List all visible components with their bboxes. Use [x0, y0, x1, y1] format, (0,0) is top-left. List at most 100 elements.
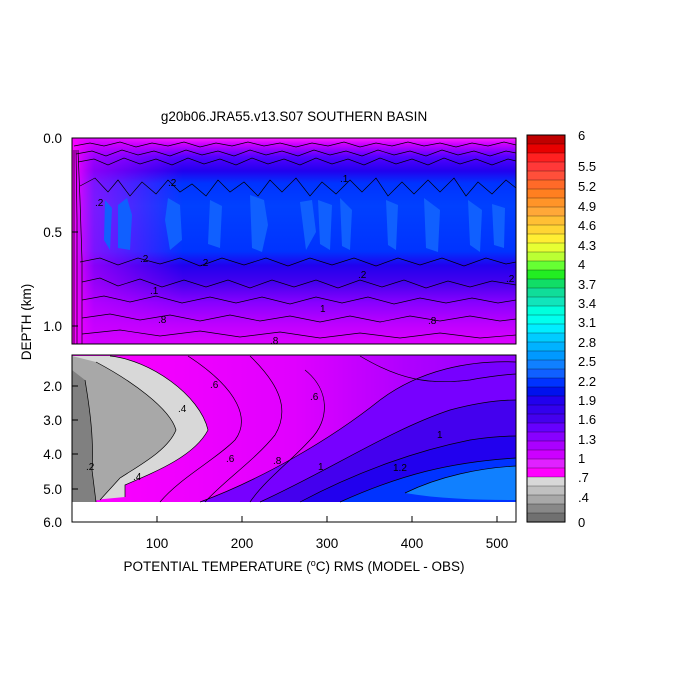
contour-label: 1	[437, 430, 443, 441]
lower-contour-labels: .6 .6 .4 .4 .2 .6 .8 1 1 1.2	[86, 380, 443, 483]
y-tick-label: 0.0	[43, 131, 62, 146]
y-axis-upper: 0.0 0.5 1.0	[43, 131, 78, 334]
colorbar-swatch	[526, 350, 566, 361]
contour-label: .6	[210, 380, 219, 391]
lower-contour-lines	[84, 355, 517, 503]
colorbar-label: 4.9	[578, 199, 596, 214]
x-axis: 100 200 300 400 500	[146, 516, 509, 551]
colorbar-swatch	[526, 233, 566, 244]
contour-label: 1	[318, 462, 324, 473]
colorbar-label: 0	[578, 515, 585, 530]
contour-label: .4	[178, 404, 187, 415]
colorbar-swatch	[526, 215, 566, 226]
colorbar-swatch	[526, 269, 566, 280]
colorbar-swatch	[526, 404, 566, 415]
colorbar-labels: 6 5.5 5.2 4.9 4.6 4.3 4 3.7 3.4 3.1 2.8 2.5 2.2 1.9 1.…	[578, 128, 596, 530]
x-axis-label-start: POTENTIAL TEMPERATURE (	[123, 559, 311, 574]
colorbar-swatch	[526, 305, 566, 316]
colorbar-swatch	[526, 512, 566, 523]
colorbar-swatch	[526, 476, 566, 487]
colorbar-swatch	[526, 242, 566, 253]
colorbar-swatch	[526, 224, 566, 235]
colorbar-label: 4	[578, 257, 585, 272]
colorbar-swatch	[526, 206, 566, 217]
y-tick-label: 6.0	[43, 515, 62, 530]
colorbar-swatch	[526, 251, 566, 262]
colorbar-swatch	[526, 332, 566, 343]
lower-panel-frame	[71, 354, 517, 523]
contour-label: .2	[358, 270, 367, 281]
x-axis-label: POTENTIAL TEMPERATURE (oC) RMS (MODEL - …	[123, 558, 464, 574]
colorbar-swatch	[526, 161, 566, 172]
colorbar-swatch	[526, 170, 566, 181]
colorbar-swatch	[526, 386, 566, 397]
colorbar-swatch	[526, 449, 566, 460]
colorbar-label: 3.4	[578, 296, 596, 311]
colorbar-swatch	[526, 314, 566, 325]
colorbar-swatch	[526, 431, 566, 442]
contour-label: .1	[340, 174, 349, 185]
y-tick-label: 5.0	[43, 482, 62, 497]
colorbar-swatch	[526, 287, 566, 298]
colorbar-swatch	[526, 503, 566, 514]
colorbar-label: 4.3	[578, 238, 596, 253]
x-axis-label-end: C) RMS (MODEL - OBS)	[316, 559, 465, 574]
colorbar-swatch	[526, 485, 566, 496]
contour-label: .2	[168, 178, 177, 189]
contour-label: .2	[506, 274, 515, 285]
contour-label: .6	[226, 454, 235, 465]
colorbar-label: 1.6	[578, 412, 596, 427]
y-tick-label: 1.0	[43, 319, 62, 334]
colorbar-swatches	[526, 134, 566, 523]
contour-label: .2	[140, 254, 149, 265]
colorbar-label: .4	[578, 490, 589, 505]
colorbar-frame	[526, 134, 566, 523]
x-tick-label: 400	[401, 536, 424, 551]
colorbar-swatch	[526, 494, 566, 505]
band-lightblue	[405, 466, 516, 500]
contour-label: .4	[133, 472, 142, 483]
colorbar-label: 3.1	[578, 315, 596, 330]
contour-label: .1	[150, 286, 159, 297]
contour-label: .2	[86, 462, 95, 473]
colorbar-label: 1	[578, 451, 585, 466]
chart-title: g20b06.JRA55.v13.S07 SOUTHERN BASIN	[161, 109, 427, 124]
contour-label: .2	[200, 258, 209, 269]
colorbar-swatch	[526, 278, 566, 289]
y-tick-label: 4.0	[43, 447, 62, 462]
colorbar-label: 4.6	[578, 218, 596, 233]
y-tick-label: 3.0	[43, 413, 62, 428]
contour-label: .6	[310, 392, 319, 403]
colorbar-swatch	[526, 323, 566, 334]
upper-panel-frame	[71, 137, 517, 345]
contour-label: .8	[270, 336, 279, 347]
colorbar-swatch	[526, 341, 566, 352]
colorbar-swatch	[526, 143, 566, 154]
contour-label: .8	[158, 315, 167, 326]
colorbar-label: 5.2	[578, 179, 596, 194]
colorbar-swatch	[526, 188, 566, 199]
colorbar-label: 2.5	[578, 354, 596, 369]
y-axis-lower: 2.0 3.0 4.0 5.0 6.0	[43, 379, 78, 530]
colorbar-label: 1.3	[578, 432, 596, 447]
colorbar-swatch	[526, 197, 566, 208]
y-tick-label: 2.0	[43, 379, 62, 394]
colorbar-swatch	[526, 413, 566, 424]
upper-panel-left-edge	[72, 138, 516, 344]
colorbar-swatch	[526, 422, 566, 433]
colorbar-label: 2.8	[578, 335, 596, 350]
colorbar-swatch	[526, 134, 566, 145]
contour-label: .2	[95, 198, 104, 209]
colorbar-swatch	[526, 152, 566, 163]
contour-label: .8	[428, 316, 437, 327]
colorbar-swatch	[526, 368, 566, 379]
x-axis-label-degree: o	[311, 558, 316, 568]
y-axis-label: DEPTH (km)	[19, 284, 34, 361]
gray-region-dark	[72, 370, 96, 502]
colorbar-label: 1.9	[578, 393, 596, 408]
colorbar-swatch	[526, 440, 566, 451]
light-blue-cores	[104, 195, 505, 252]
colorbar-label: 6	[578, 128, 585, 143]
colorbar-label: 2.2	[578, 374, 596, 389]
x-tick-label: 500	[486, 536, 509, 551]
